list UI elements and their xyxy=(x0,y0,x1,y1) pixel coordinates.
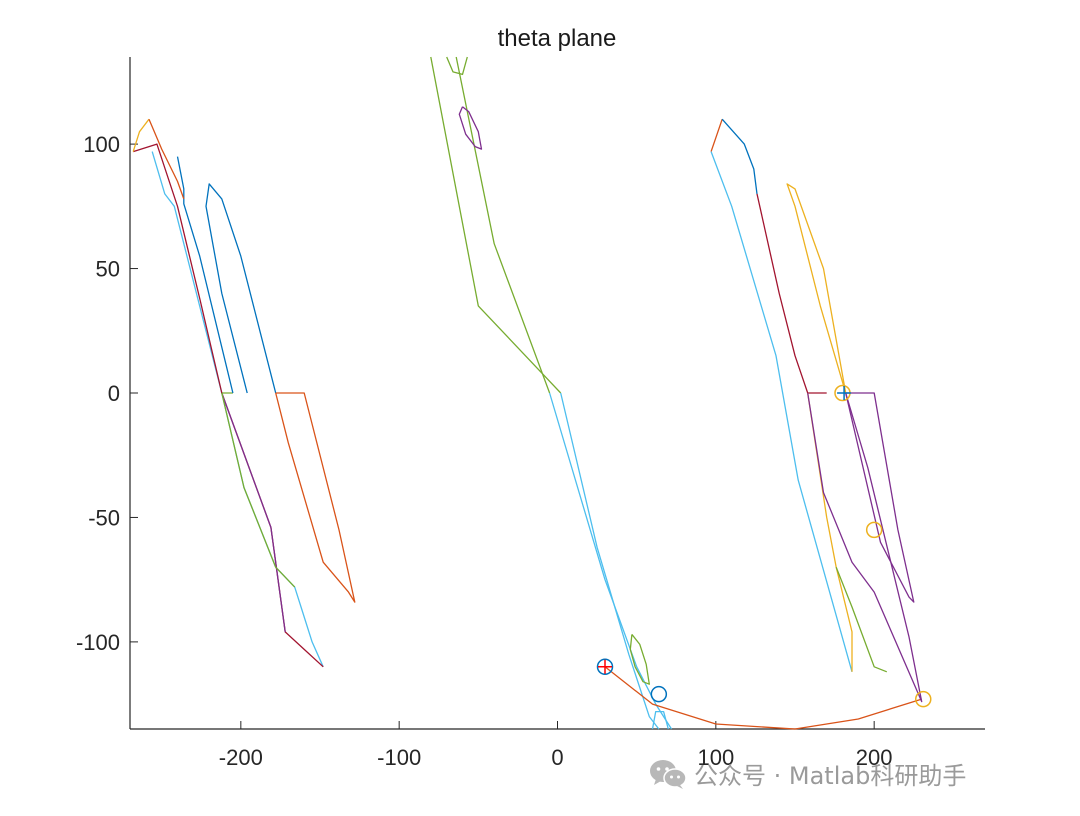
circle-marker xyxy=(596,658,614,676)
series-line xyxy=(458,106,483,150)
chart-title: theta plane xyxy=(498,25,617,52)
plus-marker xyxy=(837,386,852,400)
y-tick-label: 50 xyxy=(96,257,120,282)
series-line xyxy=(629,633,650,685)
axes: -200 -100 0 100 200 -100 -50 0 50 100 xyxy=(76,57,985,770)
circle-marker xyxy=(865,521,883,539)
y-tick-label: 0 xyxy=(108,381,120,406)
y-tick-label: -100 xyxy=(76,630,120,655)
series-line xyxy=(756,193,827,394)
wechat-icon xyxy=(650,759,687,789)
series-layer xyxy=(132,56,923,730)
series-line xyxy=(446,56,468,76)
watermark: 公众号 · Matlab科研助手 xyxy=(648,756,966,791)
series-line xyxy=(548,392,673,730)
series-line xyxy=(604,666,922,730)
series-line xyxy=(148,118,185,200)
series-line xyxy=(430,56,562,394)
series-line xyxy=(835,566,888,673)
series-line xyxy=(786,183,847,394)
marker-layer xyxy=(596,384,932,708)
series-line xyxy=(132,118,150,152)
series-line xyxy=(205,183,277,394)
y-tick-label: -50 xyxy=(88,505,120,530)
series-line xyxy=(275,392,356,603)
y-tick-label: 100 xyxy=(83,132,120,157)
x-tick-label: -100 xyxy=(377,745,421,770)
series-line xyxy=(651,710,669,730)
plus-marker xyxy=(598,659,612,674)
series-line xyxy=(721,118,758,194)
circle-marker xyxy=(915,690,932,708)
series-line xyxy=(176,156,234,394)
series-line xyxy=(221,392,296,588)
series-line xyxy=(710,151,853,672)
series-line xyxy=(710,118,723,152)
series-line xyxy=(807,392,923,703)
x-tick-label: 100 xyxy=(697,745,734,770)
x-tick-label: 0 xyxy=(551,745,563,770)
series-line xyxy=(560,392,660,730)
watermark-text: 公众号 · Matlab科研助手 xyxy=(694,762,967,790)
series-line xyxy=(845,392,915,603)
series-line xyxy=(133,143,223,394)
x-tick-label: -200 xyxy=(219,745,263,770)
x-tick-label: 200 xyxy=(856,745,893,770)
circle-marker xyxy=(650,685,668,703)
series-line xyxy=(221,392,286,632)
series-line xyxy=(455,56,551,394)
series-line xyxy=(151,151,324,668)
